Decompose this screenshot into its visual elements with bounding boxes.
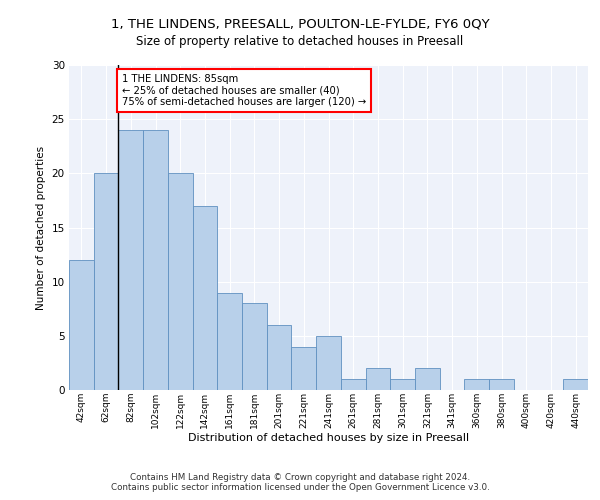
Bar — [118, 130, 143, 390]
Bar — [143, 130, 168, 390]
Bar — [341, 379, 365, 390]
Text: 1, THE LINDENS, PREESALL, POULTON-LE-FYLDE, FY6 0QY: 1, THE LINDENS, PREESALL, POULTON-LE-FYL… — [110, 18, 490, 30]
Text: 1 THE LINDENS: 85sqm
← 25% of detached houses are smaller (40)
75% of semi-detac: 1 THE LINDENS: 85sqm ← 25% of detached h… — [122, 74, 367, 107]
Bar — [316, 336, 341, 390]
Bar — [390, 379, 415, 390]
Y-axis label: Number of detached properties: Number of detached properties — [36, 146, 46, 310]
Bar — [193, 206, 217, 390]
Bar — [242, 304, 267, 390]
Bar — [563, 379, 588, 390]
X-axis label: Distribution of detached houses by size in Preesall: Distribution of detached houses by size … — [188, 434, 469, 444]
Bar — [415, 368, 440, 390]
Bar — [292, 346, 316, 390]
Bar — [267, 325, 292, 390]
Text: Contains HM Land Registry data © Crown copyright and database right 2024.
Contai: Contains HM Land Registry data © Crown c… — [110, 473, 490, 492]
Bar — [365, 368, 390, 390]
Bar — [168, 174, 193, 390]
Bar — [489, 379, 514, 390]
Text: Size of property relative to detached houses in Preesall: Size of property relative to detached ho… — [136, 35, 464, 48]
Bar — [464, 379, 489, 390]
Bar — [217, 292, 242, 390]
Bar — [69, 260, 94, 390]
Bar — [94, 174, 118, 390]
